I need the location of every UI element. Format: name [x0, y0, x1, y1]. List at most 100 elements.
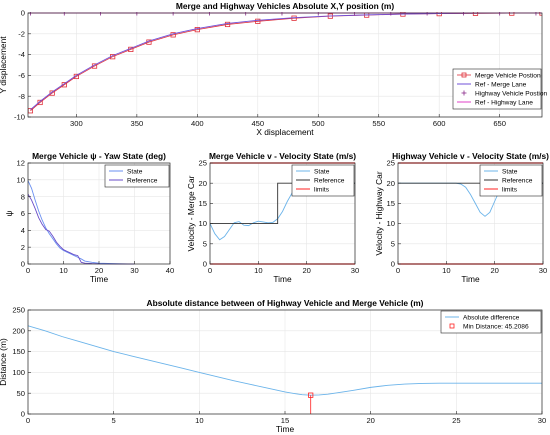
axes-box: [27, 12, 543, 118]
y-tick-label: 10: [199, 219, 207, 228]
legend: Merge Vehicle Postion Ref - Merge Lane Hig…: [452, 68, 548, 110]
x-axis-label: Time: [461, 274, 480, 284]
axes-box: [209, 162, 356, 265]
y-tick-label: 8: [21, 192, 25, 201]
legend-label: Ref - Merge Lane: [475, 81, 527, 88]
legend-label: State: [314, 168, 330, 175]
legend: State Reference: [104, 164, 170, 188]
x-tick-label: 10: [195, 416, 203, 425]
y-tick-label: 250: [12, 306, 25, 315]
x-tick-label: 350: [131, 119, 144, 128]
x-tick-label: 20: [302, 266, 310, 275]
x-tick-label: 0: [208, 266, 212, 275]
legend-box: [440, 310, 542, 334]
y-axis-label: Y displacement: [0, 36, 8, 94]
x-tick-label: 600: [433, 119, 446, 128]
legend-label: limits: [314, 186, 330, 193]
y-tick-label: 0: [21, 260, 25, 269]
chart-yaw: 0 10 20 30 40 0 2 4 6 8 10 12 Merge Vehicle ψ - Yaw …: [4, 151, 174, 284]
legend-label: Min Distance: 45.2086: [463, 323, 529, 330]
chart-title: Absolute distance between of Highway Veh…: [147, 298, 424, 308]
x-tick-label: 30: [351, 266, 359, 275]
x-tick-label: 10: [254, 266, 262, 275]
x-tick-label: 20: [490, 266, 498, 275]
y-tick-label: 0: [391, 260, 395, 269]
chart-top: 300 350 400 450 500 550 600 650 -10 -8 -6 -4 -2 0 Merg…: [0, 1, 548, 137]
y-tick-label: 0: [21, 410, 25, 419]
chart-title: Merge and Highway Vehicles Absolute X,Y …: [176, 1, 394, 11]
y-tick-label: 15: [199, 199, 207, 208]
legend: State Reference limits: [479, 164, 543, 197]
y-tick-label: 0: [203, 260, 207, 269]
y-tick-label: -2: [18, 29, 25, 38]
x-tick-label: 30: [538, 416, 546, 425]
legend-label: Highway Vehicle Postion: [475, 90, 548, 97]
x-tick-label: 20: [95, 266, 103, 275]
x-tick-label: 650: [493, 119, 506, 128]
legend-label: State: [127, 168, 143, 175]
y-tick-label: -10: [14, 113, 25, 122]
series-group: [28, 180, 135, 265]
y-tick-label: 10: [387, 219, 395, 228]
y-tick-label: 150: [12, 347, 25, 356]
x-tick-label: 550: [372, 119, 385, 128]
legend-label: Reference: [502, 177, 533, 184]
x-tick-label: 10: [442, 266, 450, 275]
y-tick-label: 4: [21, 226, 25, 235]
x-tick-label: 20: [366, 416, 374, 425]
series-merge-vehicle-postion-point: [194, 27, 200, 33]
y-tick-label: -6: [18, 71, 25, 80]
series-merge-vehicle-postion-point: [255, 18, 261, 24]
y-tick-label: 20: [199, 179, 207, 188]
y-tick-label: 25: [199, 159, 207, 168]
series-group: [28, 325, 542, 414]
x-tick-label: 30: [130, 266, 138, 275]
y-tick-label: 5: [203, 239, 207, 248]
legend-label: Reference: [314, 177, 345, 184]
x-axis-label: Time: [276, 424, 295, 434]
legend: State Reference limits: [291, 164, 355, 197]
legend-label: Absolute difference: [463, 314, 520, 321]
chart-title: Merge Vehicle ψ - Yaw State (deg): [32, 151, 166, 161]
x-tick-label: 450: [251, 119, 264, 128]
axes-box: [397, 162, 544, 265]
series-merge-vehicle-postion-point: [224, 21, 231, 28]
chart-title: Highway Vehicle v - Velocity State (m/s): [392, 151, 549, 161]
x-tick-label: 30: [539, 266, 547, 275]
y-axis-label: ψ: [4, 210, 14, 216]
series-absolute-difference: [28, 325, 542, 396]
legend-marker: [461, 72, 467, 78]
y-tick-label: 25: [387, 159, 395, 168]
y-tick-label: 6: [21, 209, 25, 218]
y-tick-label: 50: [17, 389, 25, 398]
x-tick-label: 300: [70, 119, 83, 128]
series-state: [28, 180, 135, 265]
series-reference: [28, 193, 135, 265]
y-tick-label: 20: [387, 179, 395, 188]
legend: Absolute difference Min Distance: 45.2086: [440, 310, 542, 334]
y-tick-label: 2: [21, 243, 25, 252]
x-tick-label: 15: [281, 416, 289, 425]
x-tick-label: 5: [112, 416, 116, 425]
legend-label: limits: [502, 186, 518, 193]
y-tick-label: 12: [17, 159, 25, 168]
legend-label: Reference: [127, 177, 158, 184]
x-tick-label: 0: [396, 266, 400, 275]
y-tick-label: 10: [17, 175, 25, 184]
x-tick-label: 0: [26, 266, 30, 275]
x-axis-label: X displacement: [256, 127, 314, 137]
y-axis-label: Distance (m): [0, 338, 8, 386]
legend-marker: [449, 323, 455, 329]
y-axis-label: Velocity - Merge Car: [186, 175, 196, 251]
legend-label: Ref - Highway Lane: [475, 99, 533, 106]
y-tick-label: 0: [21, 9, 25, 18]
series-merge-vehicle-postion-point: [49, 90, 55, 96]
y-tick-label: 100: [12, 368, 25, 377]
y-tick-label: 5: [391, 239, 395, 248]
x-tick-label: 25: [452, 416, 460, 425]
y-tick-label: -4: [18, 50, 25, 59]
chart-dist: 0 5 10 15 20 25 30 0 50 100 150 200 250 Absolute dist…: [0, 298, 546, 434]
